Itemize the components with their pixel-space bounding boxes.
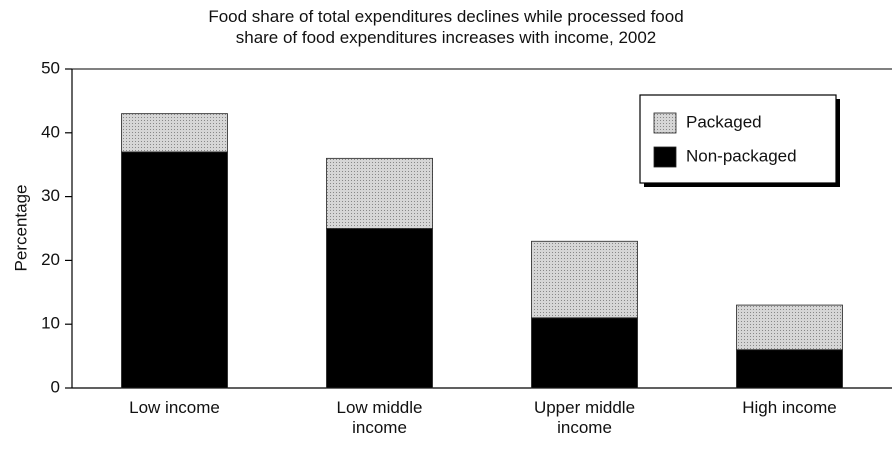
y-tick-label: 0 — [51, 377, 60, 396]
bar-segment — [531, 317, 638, 389]
bar-segment — [121, 113, 228, 153]
legend-label: Non-packaged — [686, 146, 797, 165]
y-tick-label: 20 — [41, 250, 60, 269]
legend-label: Packaged — [686, 112, 762, 131]
x-tick-label: Low income — [129, 398, 220, 417]
legend-box — [639, 94, 837, 184]
legend-swatch — [653, 112, 677, 134]
bar-segment — [531, 240, 638, 319]
x-tick-label: High income — [742, 398, 837, 417]
x-tick-label: Low middle income — [336, 398, 423, 437]
chart-title: Food share of total expenditures decline… — [208, 7, 684, 47]
y-tick-label: 30 — [41, 186, 60, 205]
y-axis-label: Percentage — [11, 185, 30, 272]
y-tick-label: 10 — [41, 314, 60, 333]
bar-segment — [736, 304, 843, 351]
bar-segment — [326, 157, 433, 229]
bar-segment — [326, 228, 433, 389]
y-tick-label: 40 — [41, 122, 60, 141]
legend-swatch — [653, 146, 677, 168]
bar-segment — [736, 349, 843, 389]
x-tick-label: Upper middle income — [533, 398, 636, 437]
bar-segment — [121, 151, 228, 389]
y-tick-label: 50 — [41, 58, 60, 77]
